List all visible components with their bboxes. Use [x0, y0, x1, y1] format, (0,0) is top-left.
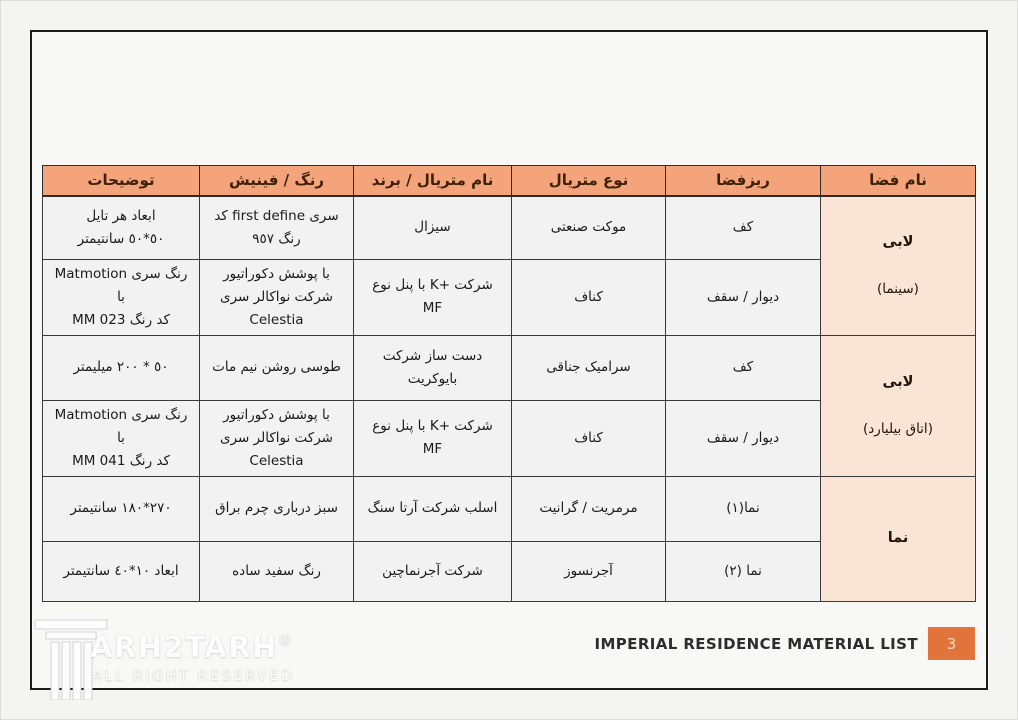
cell-notes: ٥٠ * ٢٠٠ میلیمتر — [42, 334, 200, 401]
cell-subspace: کف — [665, 195, 821, 260]
cell-space-lobby-billiard: لابی (اتاق بیلیارد) — [820, 334, 976, 477]
cell-finish: سبز درباری چرم براق — [199, 475, 354, 542]
footer: IMPERIAL RESIDENCE MATERIAL LIST 3 — [594, 627, 975, 660]
space-name: نما — [887, 530, 909, 547]
cell-notes: ابعاد هر تایل ٥٠*٥٠ سانتیمتر — [42, 195, 200, 260]
header-material-type: نوع متریال — [511, 165, 666, 197]
table-row: دیوار / سقف کناف شرکت +K با پنل نوع MF ب… — [42, 259, 976, 336]
cell-material-type: سرامیک جناقی — [511, 334, 666, 401]
header-notes: توضیحات — [42, 165, 200, 197]
copyright-icon: © — [277, 633, 292, 649]
logo-rights-text: ALL RIGHT RESERVED — [92, 668, 295, 684]
space-name: لابی — [882, 374, 914, 391]
cell-notes: ابعاد ١٠*٤٠ سانتیمتر — [42, 540, 200, 602]
cell-finish: سری first define کد رنگ ٩٥٧ — [199, 195, 354, 260]
table-row: لابی (سینما) کف موکت صنعتی سیزال سری fir… — [42, 195, 976, 336]
cell-subspace: نما (٢) — [665, 540, 821, 602]
header-finish: رنگ / فینیش — [199, 165, 354, 197]
cell-material-type: مرمریت / گرانیت — [511, 475, 666, 542]
logo-wordmark: ARH2TARH© — [90, 630, 292, 664]
cell-brand: شرکت آجرنماچین — [353, 540, 512, 602]
cell-brand: اسلب شرکت آرتا سنگ — [353, 475, 512, 542]
cell-notes: ٢٧٠*١٨٠ سانتیمتر — [42, 475, 200, 542]
header-space: نام فضا — [820, 165, 976, 197]
table-row: لابی (اتاق بیلیارد) کف سرامیک جناقی دست … — [42, 334, 976, 477]
cell-brand: سیزال — [353, 195, 512, 260]
space-name: لابی — [882, 234, 914, 251]
material-list-table: نام فضا ریزفضا نوع متریال نام متریال / ب… — [42, 165, 976, 602]
cell-subspace: کف — [665, 334, 821, 401]
cell-finish: رنگ سفید ساده — [199, 540, 354, 602]
cell-subspace: دیوار / سقف — [665, 259, 821, 336]
cell-finish: با پوشش دکوراتیور شرکت نواکالر سری Celes… — [199, 399, 354, 477]
table-row: نما (٢) آجرنسوز شرکت آجرنماچین رنگ سفید … — [42, 540, 976, 602]
table-row: نما نما(١) مرمریت / گرانیت اسلب شرکت آرت… — [42, 475, 976, 602]
footer-title: IMPERIAL RESIDENCE MATERIAL LIST — [594, 634, 918, 653]
space-subtitle: (سینما) — [877, 280, 919, 297]
header-subspace: ریزفضا — [665, 165, 821, 197]
tarh2tarh-logo: ARH2TARH© ALL RIGHT RESERVED — [32, 616, 292, 700]
cell-material-type: موکت صنعتی — [511, 195, 666, 260]
header-brand: نام متریال / برند — [353, 165, 512, 197]
cell-finish: طوسی روشن نیم مات — [199, 334, 354, 401]
table-row: دیوار / سقف کناف شرکت +K با پنل نوع MF ب… — [42, 399, 976, 477]
cell-material-type: کناف — [511, 259, 666, 336]
cell-subspace: نما(١) — [665, 475, 821, 542]
page-number-badge: 3 — [928, 627, 975, 660]
cell-brand: شرکت +K با پنل نوع MF — [353, 259, 512, 336]
cell-material-type: آجرنسوز — [511, 540, 666, 602]
cell-finish: با پوشش دکوراتیور شرکت نواکالر سری Celes… — [199, 259, 354, 336]
table-header-row: نام فضا ریزفضا نوع متریال نام متریال / ب… — [42, 165, 976, 197]
column-pillar-icon — [34, 619, 108, 700]
cell-brand: دست ساز شرکت بایوکریت — [353, 334, 512, 401]
cell-space-facade: نما — [820, 475, 976, 602]
cell-material-type: کناف — [511, 399, 666, 477]
cell-notes: رنگ سری Matmotion با کد رنگ MM 041 — [42, 399, 200, 477]
space-subtitle: (اتاق بیلیارد) — [863, 421, 933, 438]
cell-subspace: دیوار / سقف — [665, 399, 821, 477]
cell-brand: شرکت +K با پنل نوع MF — [353, 399, 512, 477]
cell-notes: رنگ سری Matmotion با کد رنگ MM 023 — [42, 259, 200, 336]
cell-space-lobby-cinema: لابی (سینما) — [820, 195, 976, 336]
logo-text: ARH2TARH — [90, 630, 278, 664]
